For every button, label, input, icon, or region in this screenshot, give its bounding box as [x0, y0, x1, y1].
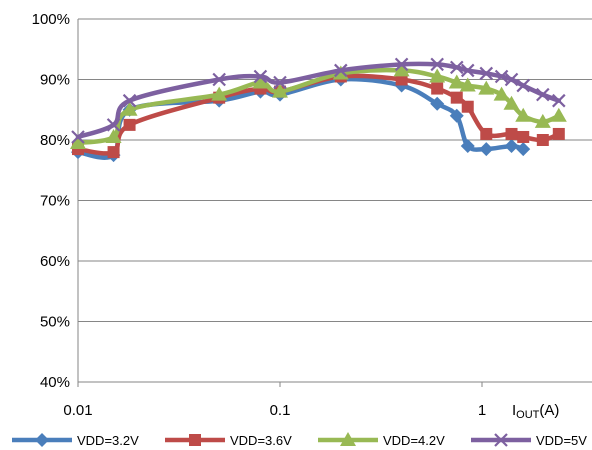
- y-tick-label: 70%: [40, 193, 70, 210]
- data-point: [504, 72, 519, 87]
- data-point: [450, 91, 463, 104]
- y-tick-label: 90%: [40, 72, 70, 89]
- data-point: [516, 78, 531, 93]
- data-point: [273, 75, 287, 90]
- data-point: [479, 66, 494, 81]
- data-point: [121, 101, 138, 116]
- legend-label: VDD=5V: [536, 433, 587, 448]
- data-point: [493, 86, 510, 101]
- y-tick-label: 40%: [40, 374, 70, 391]
- legend-entry: VDD=5V: [471, 433, 587, 448]
- data-point: [123, 118, 136, 131]
- y-tick-label: 80%: [40, 132, 70, 149]
- data-point: [122, 93, 137, 108]
- x-axis-label: IOUT(A): [512, 402, 559, 421]
- data-point: [503, 95, 520, 110]
- data-point: [449, 108, 464, 123]
- data-point: [552, 93, 566, 108]
- series-vdd-5v: [71, 57, 566, 144]
- data-point: [105, 128, 122, 143]
- data-point: [515, 107, 532, 122]
- data-point: [494, 69, 509, 84]
- data-point: [430, 96, 445, 111]
- data-point: [334, 63, 348, 78]
- data-point: [449, 60, 464, 75]
- data-point: [395, 73, 408, 86]
- data-point: [252, 74, 269, 89]
- data-point: [272, 83, 288, 98]
- legend-marker: [494, 433, 508, 447]
- data-point: [536, 134, 549, 146]
- x-tick-label: 1: [478, 402, 486, 419]
- data-point: [550, 107, 567, 122]
- y-tick-label: 100%: [32, 11, 70, 28]
- data-point: [516, 142, 531, 157]
- data-point: [253, 69, 268, 84]
- data-point: [505, 127, 518, 140]
- legend-label: VDD=3.2V: [77, 433, 139, 448]
- data-point: [448, 74, 465, 89]
- y-tick-label: 60%: [40, 253, 70, 270]
- data-point: [478, 80, 495, 95]
- data-point: [552, 127, 565, 140]
- data-point: [106, 118, 121, 132]
- data-point: [460, 139, 475, 154]
- legend-entry: VDD=4.2V: [318, 432, 445, 448]
- x-tick-label: 0.1: [270, 402, 291, 419]
- data-point: [107, 146, 120, 159]
- data-point: [461, 100, 474, 113]
- legend-marker: [340, 432, 356, 446]
- legend-marker: [189, 434, 201, 446]
- x-tick-label: 0.01: [63, 402, 92, 419]
- data-point: [479, 142, 494, 157]
- data-point: [504, 139, 519, 154]
- data-point: [393, 62, 410, 77]
- x-axis: 0.01 0.1 1: [63, 382, 486, 419]
- legend: VDD=3.2V VDD=3.6V VDD=4.2V VDD=5V: [12, 432, 587, 448]
- data-point: [211, 86, 228, 101]
- data-point: [431, 82, 444, 95]
- data-point: [460, 63, 475, 78]
- data-point: [70, 135, 86, 150]
- data-point: [429, 68, 446, 83]
- legend-label: VDD=3.6V: [230, 433, 292, 448]
- data-point: [480, 127, 493, 140]
- data-point: [430, 57, 444, 72]
- data-point: [536, 87, 550, 102]
- data-point: [517, 130, 530, 143]
- plot-area: [70, 57, 567, 163]
- data-point: [212, 72, 226, 87]
- data-point: [394, 57, 409, 72]
- data-point: [71, 130, 85, 144]
- y-tick-label: 50%: [40, 314, 70, 331]
- y-axis: 40% 50% 60% 70% 80% 90% 100%: [32, 11, 70, 391]
- legend-marker: [35, 433, 49, 447]
- legend-entry: VDD=3.6V: [165, 433, 292, 448]
- data-point: [459, 77, 476, 92]
- data-point: [534, 113, 551, 128]
- legend-label: VDD=4.2V: [383, 433, 445, 448]
- legend-entry: VDD=3.2V: [12, 433, 139, 448]
